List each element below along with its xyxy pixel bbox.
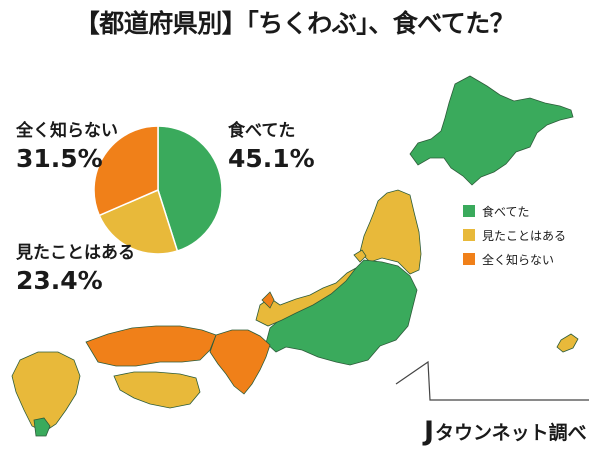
inset-divider-line — [395, 360, 589, 401]
legend-item-unknown: 全く知らない — [463, 247, 566, 271]
legend-swatch-unknown — [463, 253, 475, 265]
chugoku-region — [85, 325, 217, 367]
hokkaido-region — [409, 75, 574, 186]
kinki-region — [209, 329, 271, 395]
legend-label-seen: 見たことはある — [482, 228, 567, 243]
legend-swatch-ate — [463, 205, 475, 217]
legend-label-unknown: 全く知らない — [482, 252, 555, 267]
credit-text: タウンネット調べ — [435, 422, 587, 444]
map-legend: 食べてた 見たことはある 全く知らない — [463, 199, 566, 271]
shikoku-region — [113, 371, 201, 409]
hokuriku-region — [255, 267, 357, 327]
pie-slice-unknown — [93, 125, 159, 217]
ogasawara-islands — [556, 333, 579, 353]
label-ate-name: 食べてた — [228, 121, 296, 141]
kyushu-region — [11, 351, 81, 433]
label-seen-pct: 23.4% — [16, 266, 103, 295]
legend-swatch-seen — [463, 229, 475, 241]
legend-item-seen: 見たことはある — [463, 223, 566, 247]
pie-chart — [93, 125, 223, 255]
noto-peninsula — [261, 291, 275, 309]
chart-title: 【都道府県別】「ちくわぶ」、食べてた？ — [74, 9, 515, 38]
legend-item-ate: 食べてた — [463, 199, 566, 223]
okinawa-region — [33, 417, 51, 437]
pie-slice-seen — [98, 188, 179, 255]
sado-island — [353, 249, 367, 263]
japan-map — [11, 75, 589, 437]
label-seen-name: 見たことはある — [16, 243, 135, 263]
legend-label-ate: 食べてた — [482, 204, 530, 219]
source-credit: J タウンネット調べ — [424, 418, 587, 445]
label-ate-pct: 45.1% — [228, 144, 315, 173]
tohoku-region — [359, 189, 422, 275]
pie-slice-ate — [157, 125, 223, 252]
townnet-logo-icon: J — [424, 416, 435, 447]
label-unknown-pct: 31.5% — [16, 144, 103, 173]
label-unknown-name: 全く知らない — [16, 121, 118, 141]
